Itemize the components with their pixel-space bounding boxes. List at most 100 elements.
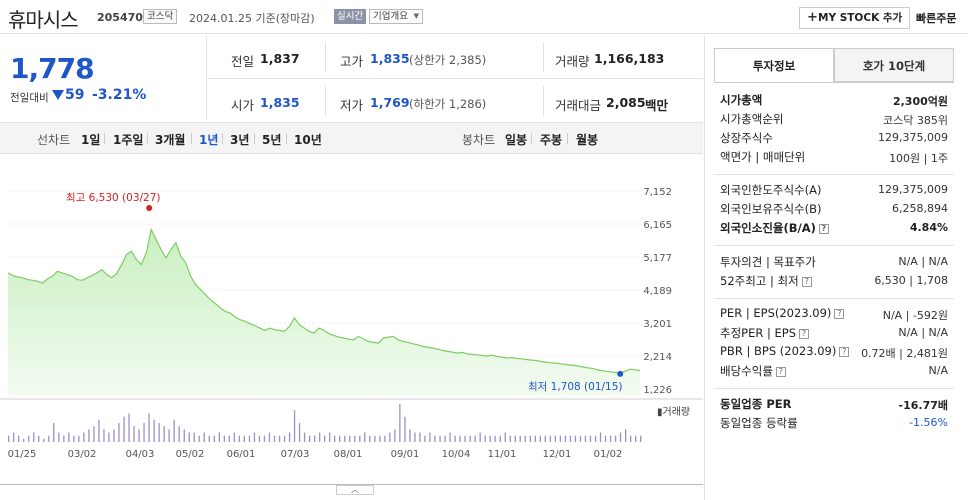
volume-bar xyxy=(464,435,466,442)
help-icon[interactable]: ? xyxy=(775,366,786,377)
volume-bar xyxy=(63,435,65,442)
volume-bar xyxy=(298,423,301,442)
info-label: 외국인소진율(B/A)? xyxy=(720,220,829,236)
volume-bar xyxy=(339,435,341,442)
help-icon[interactable]: ? xyxy=(799,328,810,339)
volume-bar xyxy=(88,429,90,442)
info-value: N/A xyxy=(928,364,948,377)
section-divider xyxy=(714,298,954,299)
info-value: -16.77배 xyxy=(898,399,948,412)
add-mystock-label: MY STOCK 추가 xyxy=(818,12,903,24)
volume-bar xyxy=(98,419,100,442)
volume-bar xyxy=(514,435,516,442)
x-tick-label: 10/04 xyxy=(442,449,471,460)
info-value: 0.72배 | 2,481원 xyxy=(861,347,948,360)
volume-bar xyxy=(469,435,471,442)
tab-daily[interactable]: 일봉 xyxy=(505,133,528,147)
volume-bar xyxy=(549,435,551,442)
help-icon[interactable]: ? xyxy=(839,346,850,357)
tab-1d[interactable]: 1일 xyxy=(81,133,101,147)
info-value: -1.56% xyxy=(909,416,948,429)
volume-bar xyxy=(253,432,256,442)
volume-bar xyxy=(625,429,627,442)
tab-monthly[interactable]: 월봉 xyxy=(576,133,599,147)
volume-bar xyxy=(619,432,622,442)
volume-bar xyxy=(78,435,80,442)
volume-bar xyxy=(324,435,326,442)
high-annotation: 최고 6,530 (03/27) xyxy=(66,192,161,204)
tab-invest-info-label: 투자정보 xyxy=(752,59,796,73)
y-tick-label: 7,152 xyxy=(643,187,672,198)
volume-bar xyxy=(444,435,446,442)
volume-legend: ▮거래량 xyxy=(657,406,690,418)
volume-bar xyxy=(564,435,567,442)
info-label: 액면가 | 매매단위 xyxy=(720,150,806,164)
volume-bar xyxy=(399,404,401,442)
tab-3m[interactable]: 3개월 xyxy=(155,133,186,147)
volume-bar xyxy=(479,432,481,442)
investment-info-panel xyxy=(704,36,968,500)
volume-bar xyxy=(374,435,376,442)
tab-weekly[interactable]: 주봉 xyxy=(540,133,563,147)
info-label: PBR | BPS (2023.09)? xyxy=(720,344,850,358)
volume-bar xyxy=(579,435,582,442)
add-mystock-button[interactable]: + MY STOCK 추가 xyxy=(799,7,911,29)
info-value: 코스닥 385위 xyxy=(883,114,948,127)
volume-bar xyxy=(489,435,491,442)
volume-bar xyxy=(404,416,406,442)
help-icon[interactable]: ? xyxy=(834,308,845,319)
stock-header xyxy=(0,0,968,34)
info-value: 100원 | 1주 xyxy=(889,152,948,165)
info-label: 동일업종 등락률 xyxy=(720,416,798,430)
y-tick-label: 1,226 xyxy=(643,385,672,396)
volume-bar xyxy=(38,435,40,442)
x-tick-label: 03/02 xyxy=(68,449,97,460)
high-value: 1,835 xyxy=(370,51,410,66)
chevron-down-icon: ▼ xyxy=(413,12,419,20)
help-icon[interactable]: ? xyxy=(801,276,812,287)
volume-bar xyxy=(178,426,180,442)
volume-bar xyxy=(18,435,20,442)
tab-1w[interactable]: 1주일 xyxy=(113,133,144,147)
volume-bar xyxy=(53,423,55,442)
volume-bar xyxy=(414,432,416,442)
volume-bar xyxy=(424,435,426,442)
realtime-badge[interactable]: 실시간 xyxy=(334,9,367,24)
company-info-label: 기업개요 xyxy=(373,11,408,22)
company-info-dropdown[interactable]: 기업개요 ▼ xyxy=(369,9,423,24)
volume-bar xyxy=(519,435,521,442)
volume-bar xyxy=(609,435,612,442)
volume-bar xyxy=(68,432,70,442)
volume-bar xyxy=(559,435,561,442)
volume-bar xyxy=(23,438,25,442)
tab-3y[interactable]: 3년 xyxy=(230,133,250,147)
volume-bar xyxy=(544,435,546,442)
info-label: 외국인보유주식수(B) xyxy=(720,202,822,216)
info-value: 129,375,009 xyxy=(878,183,948,196)
tab-10y[interactable]: 10년 xyxy=(294,133,322,147)
tab-quote-10[interactable]: 호가 10단계 xyxy=(834,48,954,82)
x-tick-label: 05/02 xyxy=(176,449,205,460)
reference-date: 2024.01.25 기준(장마감) xyxy=(189,12,315,25)
volume-bar xyxy=(233,432,235,442)
help-icon[interactable]: ? xyxy=(818,223,829,234)
volume-bar xyxy=(83,432,85,442)
section-divider xyxy=(714,245,954,246)
volume-bar xyxy=(168,429,170,442)
info-label: 상장주식수 xyxy=(720,131,773,145)
tab-1y[interactable]: 1년 xyxy=(199,133,219,147)
x-tick-label: 01/02 xyxy=(594,449,623,460)
tab-invest-info[interactable]: 투자정보 xyxy=(714,48,834,82)
volume-bar xyxy=(273,435,276,442)
volume-bar xyxy=(263,435,266,442)
chevron-up-icon[interactable]: ︿ xyxy=(336,485,374,495)
volume-bar xyxy=(158,423,160,442)
volume-bar xyxy=(474,435,476,442)
tab-5y[interactable]: 5년 xyxy=(262,133,282,147)
x-tick-label: 12/01 xyxy=(543,449,572,460)
volume-bar xyxy=(148,413,150,442)
volume-bar xyxy=(268,432,271,442)
volume-bar xyxy=(499,435,501,442)
quick-order-button[interactable]: 빠른주문 xyxy=(916,10,956,26)
volume-bar xyxy=(108,432,110,442)
